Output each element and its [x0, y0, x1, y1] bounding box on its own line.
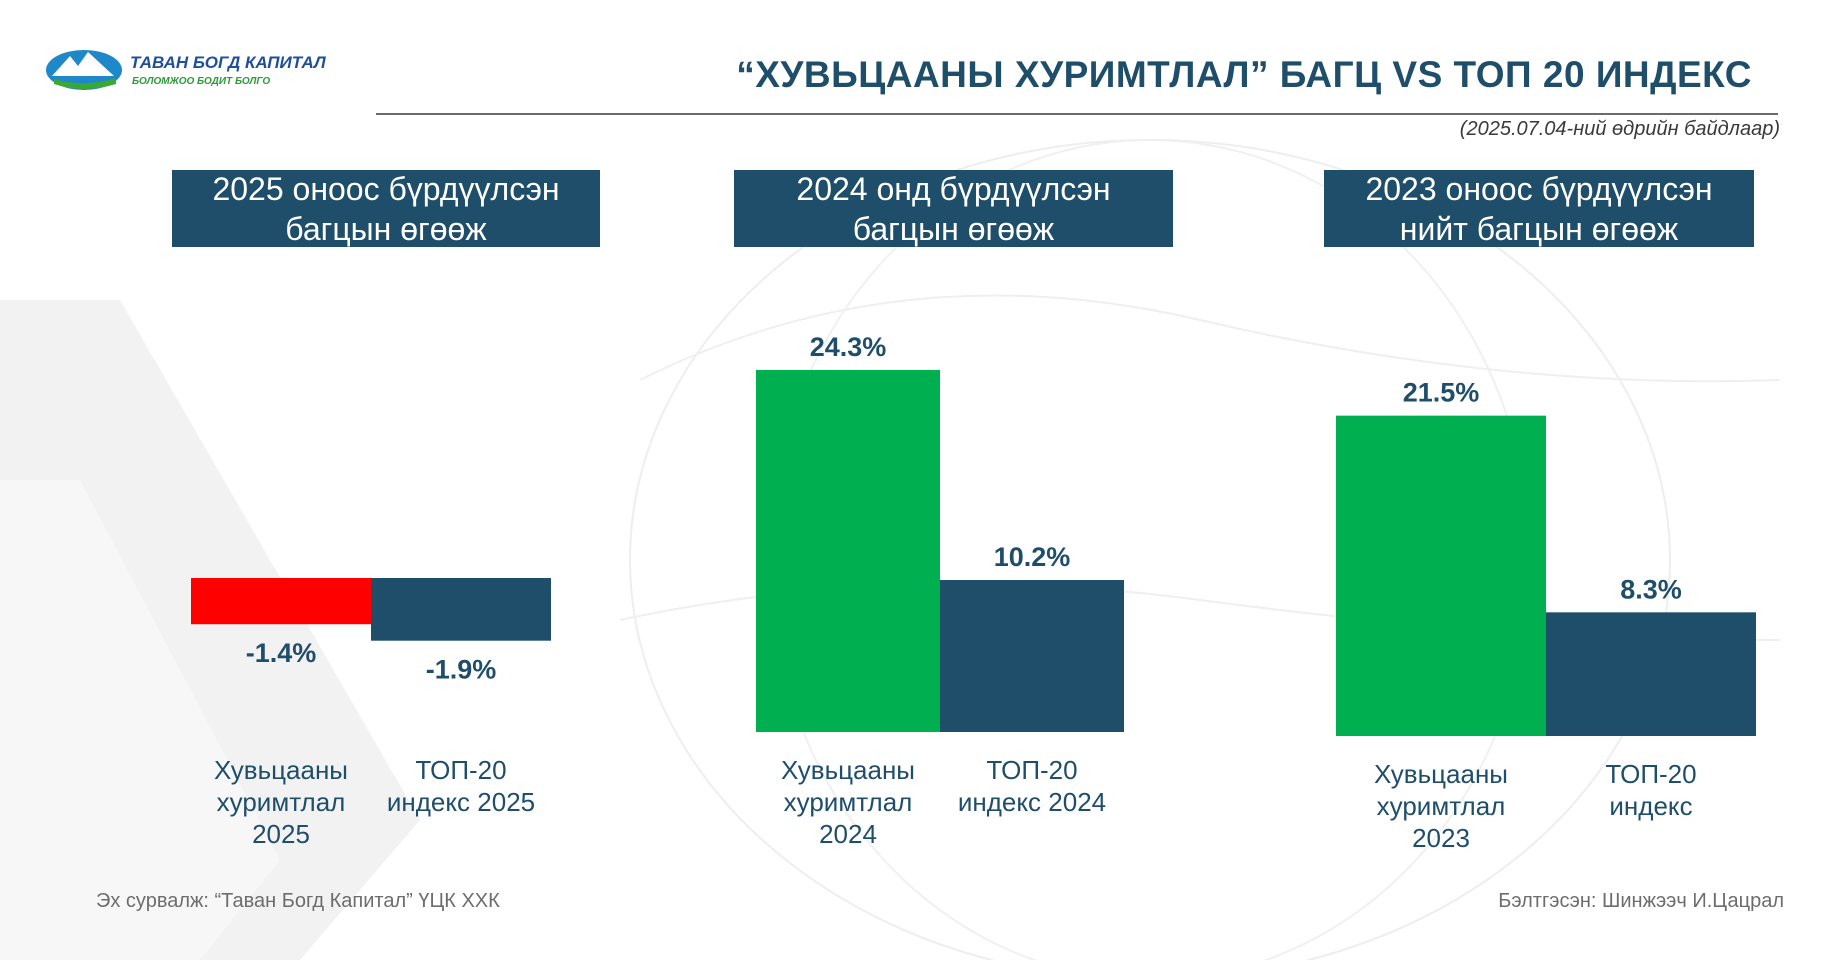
panel-title-line: багцын өгөөж: [285, 210, 487, 247]
category-label: Хувьцааны хуримтлал 2024: [746, 754, 950, 850]
category-label: ТОП-20 индекс 2024: [930, 754, 1134, 818]
bar-index: [371, 578, 551, 641]
data-label: 8.3%: [1620, 574, 1682, 604]
data-label: 21.5%: [1403, 378, 1480, 408]
data-label: -1.9%: [426, 655, 497, 685]
category-label-line: ТОП-20: [415, 755, 507, 785]
category-label-line: Хувьцааны: [214, 755, 348, 785]
category-label-line: Хувьцааны: [781, 755, 915, 785]
category-label: ТОП-20 индекс 2025: [361, 754, 561, 818]
bar-index: [940, 580, 1124, 732]
category-label-line: хуримтлал: [1376, 791, 1506, 821]
source-note: Эх сурвалж: “Таван Богд Капитал” ҮЦК ХХК: [96, 890, 500, 912]
bar-portfolio: [191, 578, 371, 625]
panel-title-line: багцын өгөөж: [852, 210, 1055, 247]
category-label: Хувьцааны хуримтлал 2023: [1326, 758, 1556, 854]
category-label: Хувьцааны хуримтлал 2025: [181, 754, 381, 850]
title-divider: [376, 113, 1778, 115]
panel-header-2025: 2025 оноос бүрдүүлсэн багцын өгөөж: [172, 170, 600, 247]
panel-header-2023: 2023 оноос бүрдүүлсэн нийт багцын өгөөж: [1324, 170, 1754, 247]
panel-title-line: 2024 онд бүрдүүлсэн: [796, 170, 1111, 207]
category-label-line: Хувьцааны: [1374, 759, 1508, 789]
page-title: “ХУВЬЦААНЫ ХУРИМТЛАЛ” БАГЦ VS ТОП 20 ИНД…: [736, 54, 1752, 95]
as-of-date: (2025.07.04-ний өдрийн байдлаар): [1459, 118, 1780, 140]
panel-header-2024: 2024 онд бүрдүүлсэн багцын өгөөж: [734, 170, 1173, 247]
category-label-line: хуримтлал: [783, 787, 913, 817]
panel-title-line: 2025 оноос бүрдүүлсэн: [212, 170, 560, 207]
data-label: 10.2%: [994, 542, 1071, 572]
category-label-line: 2025: [252, 819, 310, 849]
company-logo: ТАВАН БОГД КАПИТАЛ БОЛОМЖОО БОДИТ БОЛГО: [46, 50, 326, 90]
bar-index: [1546, 612, 1756, 736]
panel-title-line: 2023 оноос бүрдүүлсэн: [1365, 170, 1713, 207]
bar-portfolio: [756, 369, 940, 732]
data-label: 24.3%: [810, 332, 887, 362]
category-label-line: индекс: [1609, 791, 1693, 821]
panel-title-line: нийт багцын өгөөж: [1399, 210, 1679, 247]
category-label-line: ТОП-20: [1605, 759, 1697, 789]
category-label-line: индекс 2024: [957, 787, 1107, 817]
category-label-line: ТОП-20: [986, 755, 1078, 785]
logo-name: ТАВАН БОГД КАПИТАЛ: [130, 53, 326, 72]
category-label-line: хуримтлал: [216, 787, 346, 817]
data-label: -1.4%: [246, 638, 317, 668]
prepared-by-note: Бэлтгэсэн: Шинжээч И.Цацрал: [1498, 890, 1784, 912]
category-label-line: 2023: [1412, 823, 1470, 853]
logo-tagline: БОЛОМЖОО БОДИТ БОЛГО: [132, 76, 270, 87]
bar-portfolio: [1336, 415, 1546, 736]
category-label-line: 2024: [819, 819, 877, 849]
category-label: ТОП-20 индекс: [1536, 758, 1766, 822]
category-label-line: индекс 2025: [386, 787, 536, 817]
